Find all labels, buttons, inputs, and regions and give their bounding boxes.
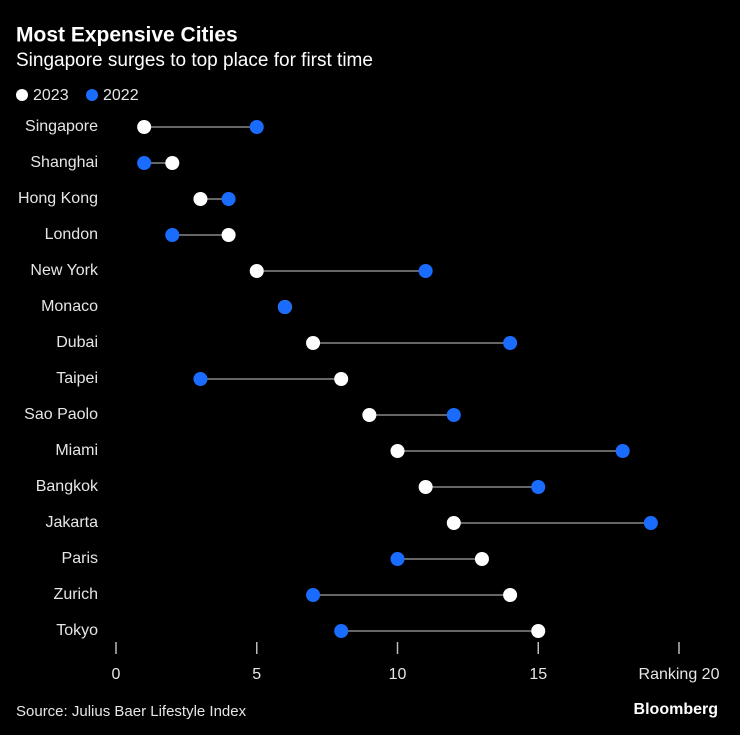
y-tick-label: Paris	[62, 550, 98, 567]
dot	[390, 444, 405, 458]
dot	[221, 192, 236, 206]
legend-label: 2023	[33, 87, 69, 104]
source: Source: Julius Baer Lifestyle Index	[16, 703, 247, 720]
dot	[446, 516, 461, 530]
dot	[418, 480, 433, 494]
legend-swatch	[16, 89, 28, 101]
y-tick-label: London	[45, 226, 98, 243]
dot	[474, 552, 489, 566]
legend-label: 2022	[103, 87, 139, 104]
dot	[531, 624, 546, 638]
dot	[446, 408, 461, 422]
dot	[165, 156, 180, 170]
x-tick-label: Ranking 20	[639, 666, 720, 683]
dot	[249, 120, 264, 134]
dot	[334, 624, 349, 638]
y-tick-label: Dubai	[56, 334, 98, 351]
y-tick-label: Sao Paolo	[24, 406, 98, 423]
y-tick-label: Singapore	[25, 118, 98, 135]
x-tick-label: 15	[529, 666, 547, 683]
dot	[221, 228, 236, 242]
y-tick-label: Jakarta	[46, 514, 99, 531]
dot	[503, 588, 518, 602]
chart-title: Most Expensive Cities	[16, 24, 238, 47]
dot	[390, 552, 405, 566]
dot	[277, 300, 292, 314]
dot	[165, 228, 180, 242]
y-tick-label: Bangkok	[36, 478, 99, 495]
legend-swatch	[86, 89, 98, 101]
dot	[306, 336, 321, 350]
dot	[193, 192, 208, 206]
dot	[137, 120, 152, 134]
dot	[362, 408, 377, 422]
dot	[249, 264, 264, 278]
dot	[531, 480, 546, 494]
dot	[503, 336, 518, 350]
dot	[615, 444, 630, 458]
chart-subtitle: Singapore surges to top place for first …	[16, 50, 373, 71]
y-tick-label: Taipei	[56, 370, 98, 387]
y-tick-label: Zurich	[54, 586, 98, 603]
y-tick-label: Hong Kong	[18, 190, 98, 207]
brand: Bloomberg	[634, 701, 718, 718]
x-tick-label: 10	[389, 666, 407, 683]
dot	[418, 264, 433, 278]
y-tick-label: New York	[30, 262, 99, 279]
x-tick-label: 5	[252, 666, 261, 683]
dot	[193, 372, 208, 386]
y-tick-label: Monaco	[41, 298, 98, 315]
dot	[306, 588, 321, 602]
y-tick-label: Shanghai	[30, 154, 98, 171]
dot	[643, 516, 658, 530]
dot	[334, 372, 349, 386]
x-tick-label: 0	[112, 666, 121, 683]
dot	[137, 156, 152, 170]
y-tick-label: Tokyo	[56, 622, 98, 639]
y-tick-label: Miami	[55, 442, 98, 459]
